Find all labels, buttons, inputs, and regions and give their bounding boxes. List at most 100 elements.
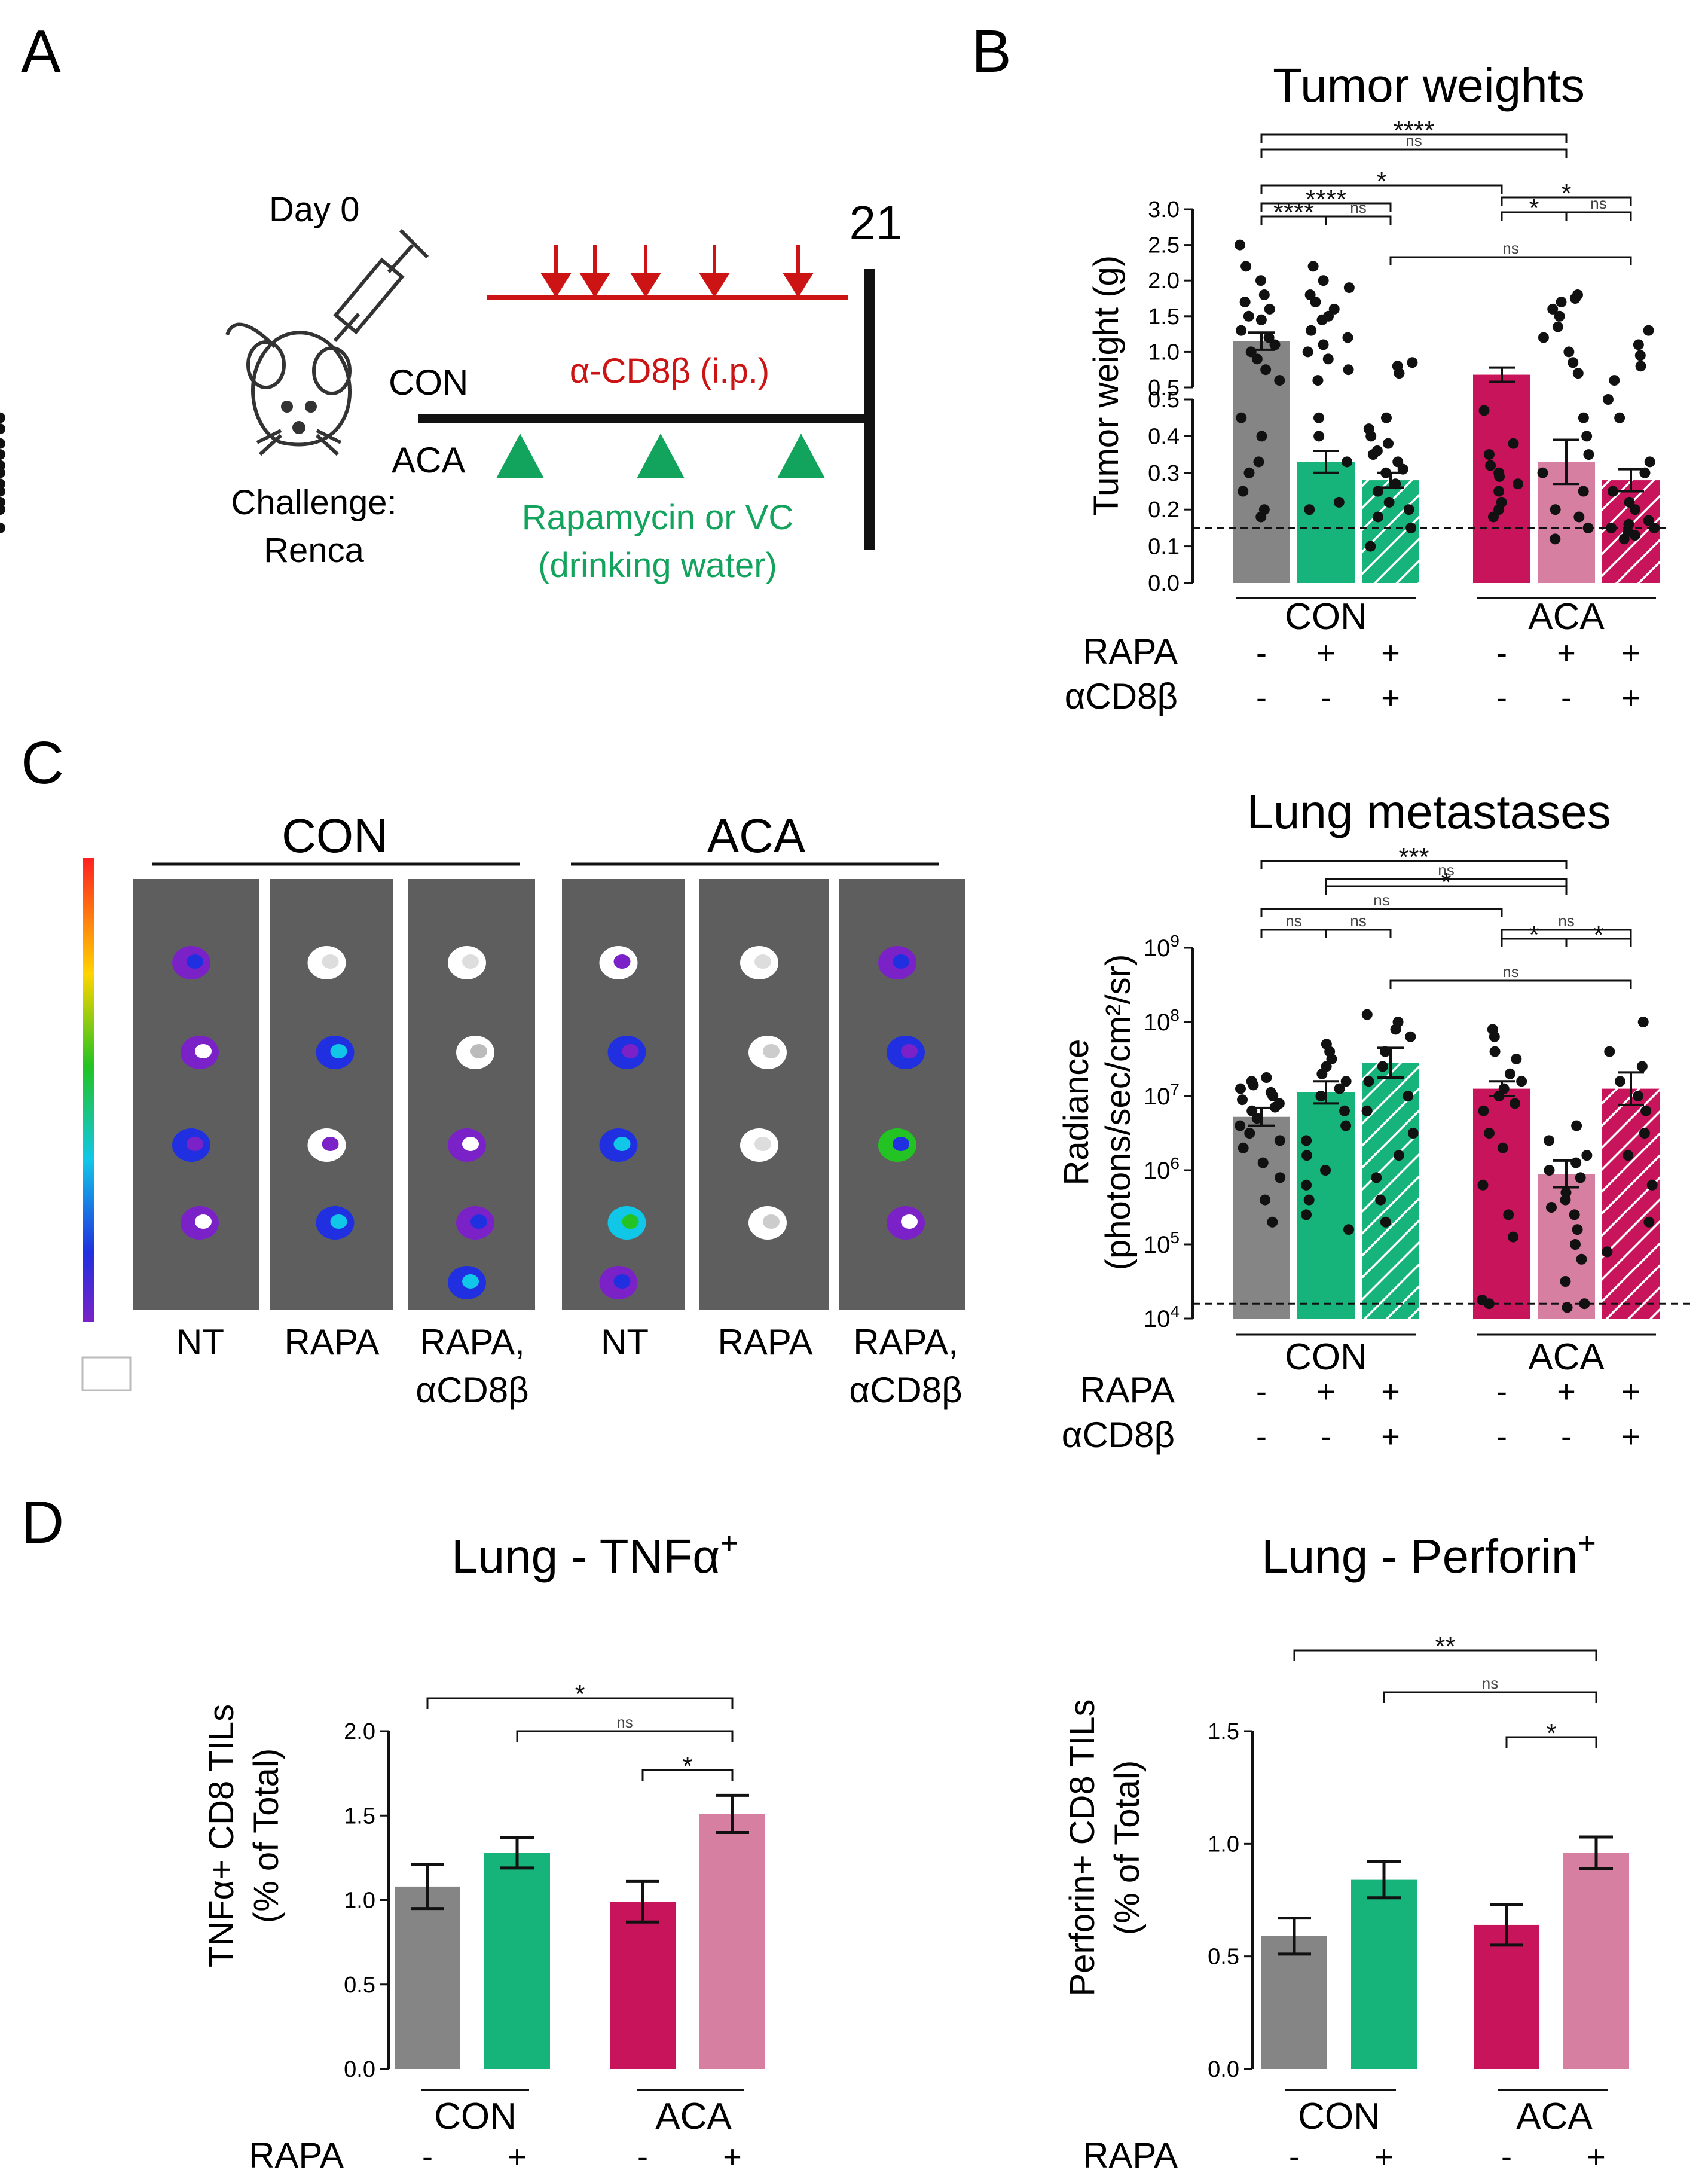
lm-point (1340, 1076, 1352, 1087)
lm-point (1407, 1128, 1419, 1139)
lm-point (1260, 1194, 1271, 1206)
rapamycin-triangles (496, 434, 825, 478)
tw-error-bar (1618, 468, 1644, 493)
lung-lobe-core (330, 1214, 347, 1229)
tw-point (1333, 496, 1345, 508)
tw-point (1403, 504, 1414, 515)
tw-point (1255, 275, 1266, 286)
tw-point (1383, 496, 1395, 508)
lm-rapa-sign: + (1316, 1374, 1336, 1409)
tw-point (1550, 504, 1561, 515)
tnfa-error-bar (626, 1879, 659, 1924)
perf-title: Lung - Perforin+ (1261, 1526, 1596, 1583)
tw-point (0, 449, 5, 460)
lm-point (1237, 1094, 1248, 1106)
tw-point (1363, 423, 1374, 435)
perf-plot: 0.0 0.5 1.0 1.5 - + - + ** ns * (1208, 1632, 1629, 2175)
tw-point (1602, 394, 1614, 405)
perf-bar (1261, 1936, 1327, 2069)
lm-rapa-sign: - (1496, 1374, 1507, 1409)
tnfa-tick-label: 2.0 (344, 1719, 375, 1744)
lung-lobe-core (462, 1274, 479, 1289)
lm-rapa-sign: + (1557, 1374, 1576, 1409)
tw-row-cd8: αCD8β (1065, 676, 1178, 716)
tnfa-bar (699, 1814, 765, 2069)
lm-point (1301, 1209, 1312, 1220)
lm-sig-1-line (1325, 878, 1568, 887)
lung-lobe-core (901, 1214, 918, 1229)
aca-label-a: ACA (392, 440, 465, 480)
tw-cd8-sign: - (1256, 680, 1267, 716)
tw-tick-label-lower: 0.0 (1148, 571, 1180, 596)
tw-point (1496, 496, 1507, 508)
tw-point (1235, 239, 1246, 251)
tw-bar (1297, 462, 1355, 583)
tw-point (1274, 375, 1285, 386)
tw-point (1238, 486, 1249, 497)
chart-tumor-weights: Tumor weights Tumor weight (g) 0.0 0.1 0.2… (0, 59, 1668, 716)
lm-point (1498, 1083, 1510, 1094)
tw-error-bar (1489, 366, 1515, 383)
tw-point (1485, 460, 1496, 471)
tw-point (1383, 438, 1394, 449)
panel-letter-c: C (21, 730, 64, 796)
tw-point (1547, 303, 1559, 315)
lm-point (1640, 1105, 1652, 1116)
tw-point (1373, 511, 1384, 523)
tw-ylabel: Tumor weight (g) (1087, 255, 1126, 516)
scale-legend-box (81, 1356, 132, 1391)
lung-lobe-core (462, 1137, 479, 1151)
lm-tick-label: 107 (1144, 1080, 1180, 1110)
tw-sig-6-line (1260, 133, 1568, 143)
tw-point (1255, 314, 1267, 325)
lm-sig-9-label: ns (1502, 963, 1518, 981)
perf-error-bar (1490, 1903, 1523, 1947)
lm-point (1544, 1135, 1555, 1146)
lm-point (1303, 1194, 1315, 1206)
lm-sig-5-label: ns (1350, 912, 1366, 930)
chart-lung-metastases: Lung metastases Radiance (photons/sec/cm… (1057, 785, 1692, 1455)
lm-point (1503, 1209, 1514, 1220)
tw-point (1236, 412, 1247, 423)
lm-point (1562, 1302, 1573, 1313)
perf-rapa-sign: - (1501, 2139, 1512, 2175)
tw-point (1313, 431, 1325, 442)
lm-point (1508, 1231, 1519, 1243)
lm-row-rapa: RAPA (1080, 1370, 1175, 1410)
tw-point (1578, 412, 1589, 423)
tnfa-group-con: CON (434, 2096, 517, 2137)
lung-lobe-core (187, 1137, 203, 1151)
tw-sig-7-label: * (1561, 179, 1571, 208)
tw-point (1258, 289, 1270, 301)
lm-group-con: CON (1285, 1336, 1367, 1378)
tw-point (1649, 522, 1660, 533)
img-label-rapacd8-aca-1: RAPA, (853, 1322, 958, 1362)
tw-point (1263, 332, 1275, 343)
tw-tick-label-lower: 0.5 (1148, 387, 1180, 413)
imaging-panel (699, 879, 829, 1310)
tnfa-error-bar (716, 1793, 749, 1834)
tw-point (1554, 310, 1565, 322)
panel-letter-b: B (971, 18, 1012, 85)
lm-point (1393, 1150, 1404, 1161)
tw-point (1552, 321, 1563, 332)
lm-point (1235, 1083, 1246, 1094)
lm-point (1321, 1039, 1332, 1050)
lm-point (1569, 1209, 1580, 1220)
tw-point (1304, 504, 1315, 515)
tw-point (1343, 364, 1354, 376)
lung-lobe-core (754, 1137, 771, 1151)
tw-sig-7-line (1501, 196, 1632, 206)
tw-point (1629, 504, 1640, 515)
lm-sig-3-label: ns (1373, 891, 1389, 909)
lm-error-bar (1313, 1080, 1339, 1105)
lm-point (1639, 1128, 1650, 1139)
tw-point (1614, 412, 1625, 423)
lm-rapa-sign: + (1621, 1374, 1640, 1409)
tnfa-sig-2-line (641, 1769, 734, 1781)
tw-sig-3-label: **** (1306, 185, 1347, 214)
lm-cd8-sign: - (1496, 1418, 1507, 1454)
tw-point (1572, 368, 1584, 379)
panel-letter-a: A (21, 18, 61, 85)
lm-bar (1473, 1088, 1530, 1319)
